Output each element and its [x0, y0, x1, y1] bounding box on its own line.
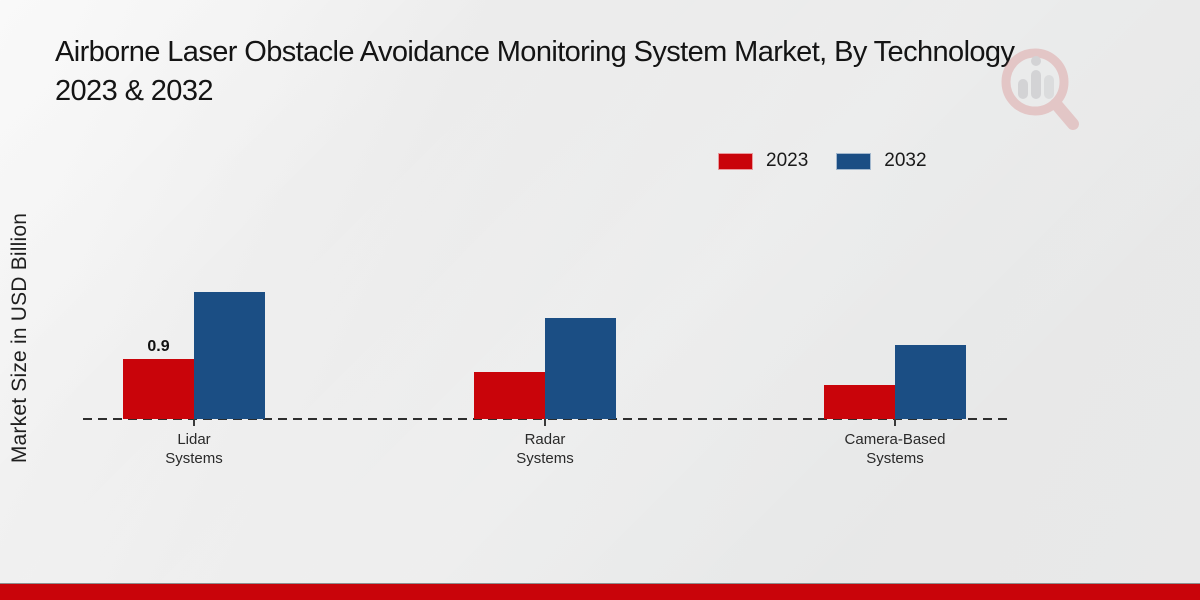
y-axis-label: Market Size in USD Billion — [8, 212, 31, 464]
chart-title-line2: 2023 & 2032 — [55, 75, 213, 107]
legend-swatch-2023 — [718, 152, 753, 170]
chart-legend: 2023 2032 — [718, 150, 927, 172]
x-axis-tick — [193, 419, 195, 426]
footer-brand-bar — [0, 583, 1200, 600]
chart-title-line1: Airborne Laser Obstacle Avoidance Monito… — [55, 36, 1015, 68]
bar-2032-camera-based-systems — [895, 345, 966, 419]
legend-swatch-2032 — [836, 152, 872, 170]
bar-group-radar-systems: Radar Systems — [474, 159, 616, 467]
bar-group-lidar-systems: 0.9 Lidar Systems — [123, 159, 265, 467]
category-label-lidar-systems: Lidar Systems — [165, 431, 223, 467]
x-axis-tick — [894, 419, 896, 426]
bar-2023-camera-based-systems — [824, 385, 895, 419]
category-label-radar-systems: Radar Systems — [516, 431, 574, 467]
legend-item-2032: 2032 — [836, 150, 927, 172]
bar-group-camera-based-systems: Camera-Based Systems — [824, 159, 966, 467]
legend-label-2032: 2032 — [884, 150, 927, 171]
category-label-camera-based-systems: Camera-Based Systems — [844, 431, 946, 467]
plot-area: 0.9 Lidar Systems Radar Systems Camera-Bas… — [83, 159, 1007, 467]
x-axis-tick — [544, 419, 546, 426]
bar-2023-radar-systems — [474, 372, 545, 419]
magnifier-bar-chart-logo-icon — [1001, 48, 1079, 130]
bar-2032-lidar-systems — [194, 292, 265, 419]
legend-label-2023: 2023 — [766, 150, 809, 171]
chart-title: Airborne Laser Obstacle Avoidance Monito… — [55, 33, 1015, 111]
bar-value-label: 0.9 — [147, 338, 170, 355]
bar-2023-lidar-systems — [123, 359, 194, 419]
bar-2032-radar-systems — [545, 318, 616, 419]
legend-item-2023: 2023 — [718, 150, 808, 172]
